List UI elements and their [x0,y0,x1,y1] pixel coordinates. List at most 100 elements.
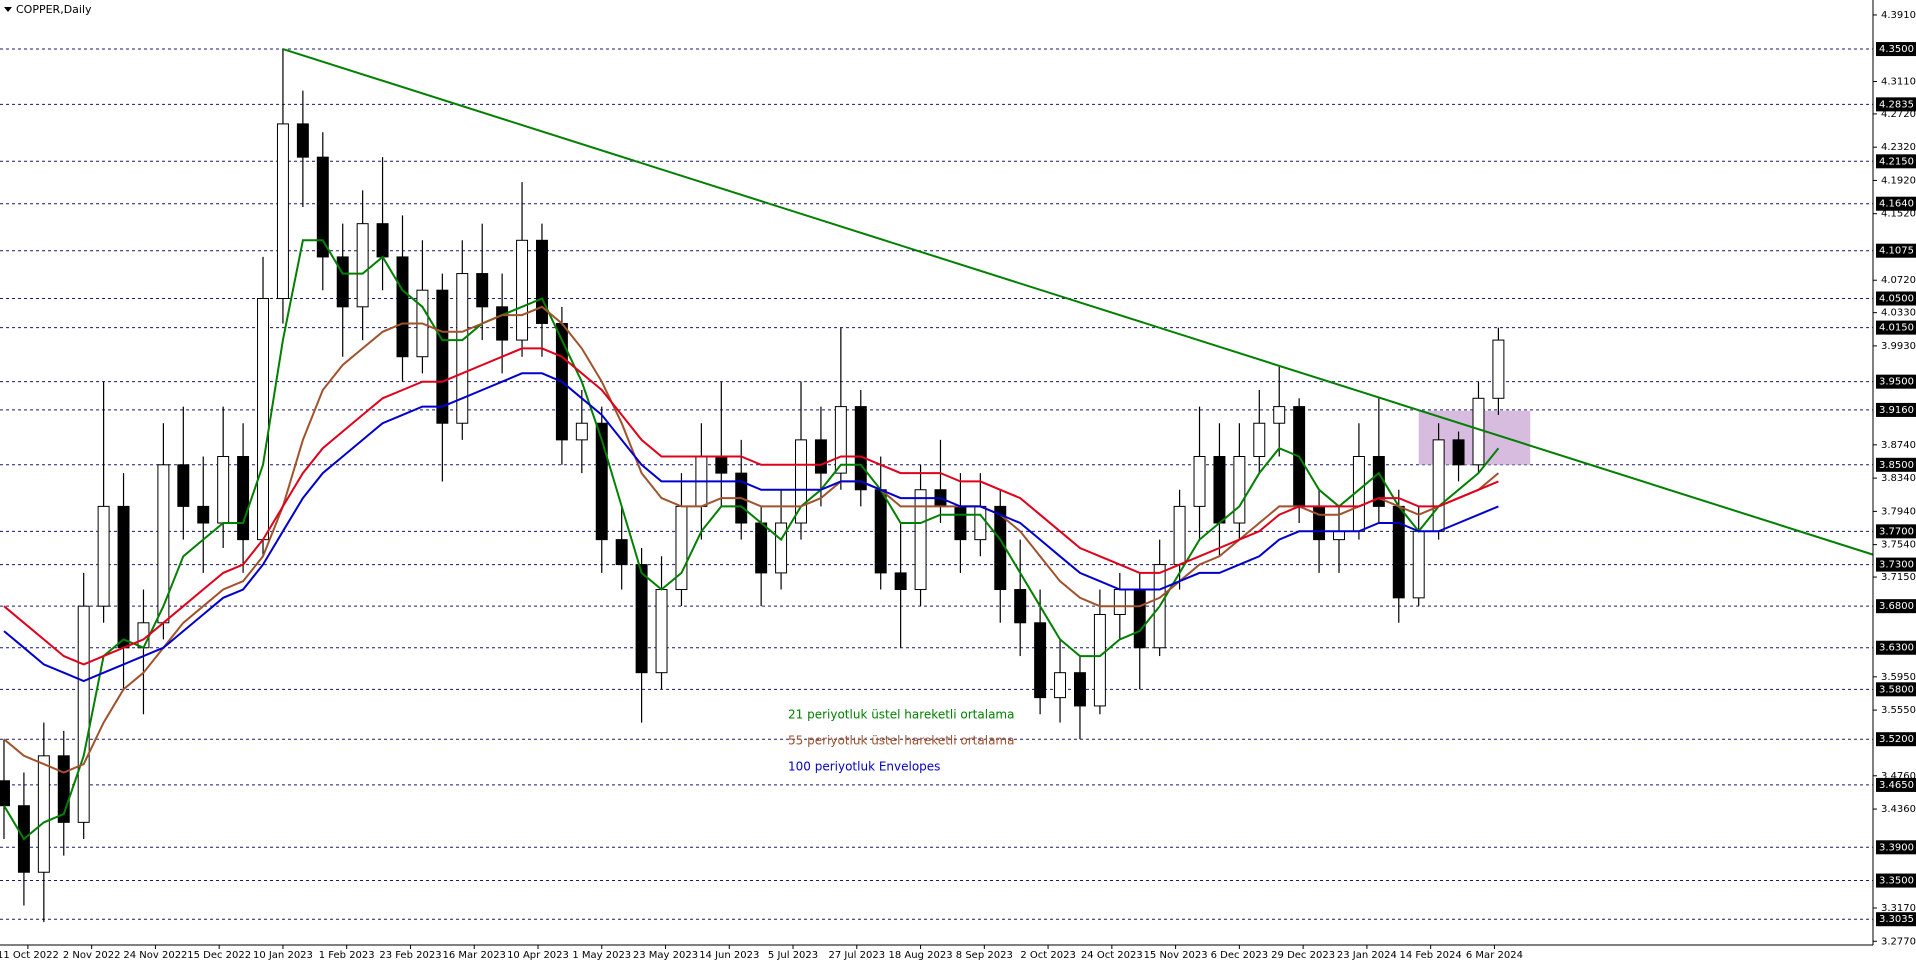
y-tick-label: 3.7150 [1881,572,1916,583]
level-label: 3.5800 [1879,684,1914,695]
candle-body [535,239,548,324]
x-tick-label: 23 Jan 2024 [1337,950,1397,961]
level-label: 3.7300 [1879,560,1914,571]
candle-body [197,505,210,524]
candle-body [1492,339,1505,399]
y-tick-label: 3.7540 [1881,540,1916,551]
candle-body [37,755,50,873]
legend-entry: 21 periyotluk üstel hareketli ortalama [788,708,1014,722]
level-box [1876,524,1916,539]
x-tick-label: 10 Apr 2023 [507,950,569,961]
candle-body [1073,672,1086,707]
level-box [1876,732,1916,747]
candle-body [1193,455,1206,507]
x-tick-label: 16 Mar 2023 [443,950,506,961]
level-label: 3.7700 [1879,526,1914,537]
x-tick-label: 23 Feb 2023 [379,950,441,961]
candle-body [1173,505,1186,566]
x-tick-label: 6 Dec 2023 [1211,950,1269,961]
candle-body [874,489,887,574]
candle-body [117,505,130,649]
candle-body [436,289,449,424]
x-tick-label: 5 Jul 2023 [768,950,818,961]
level-label: 4.0500 [1879,294,1914,305]
y-tick-label: 4.1520 [1881,209,1916,220]
candle-body [237,455,250,541]
y-tick-label: 4.3910 [1881,10,1916,21]
y-tick-label: 4.0720 [1881,275,1916,286]
candle-body [894,572,907,591]
candle-body [1034,622,1047,699]
candle-body [775,522,788,574]
x-tick-label: 1 Feb 2023 [319,950,375,961]
x-tick-label: 11 Oct 2022 [0,950,59,961]
level-label: 3.8500 [1879,460,1914,471]
candle-body [456,273,469,424]
candle-body [1213,455,1226,524]
y-tick-label: 3.2770 [1881,936,1916,947]
level-box [1876,640,1916,655]
x-tick-label: 29 Dec 2023 [1271,950,1335,961]
candle-body [1113,589,1126,615]
y-tick-label: 4.2720 [1881,109,1916,120]
candle-body [1133,589,1146,649]
legend-entry: 100 periyotluk Envelopes [788,760,940,774]
x-tick-label: 14 Feb 2024 [1400,950,1462,961]
x-tick-label: 8 Sep 2023 [956,950,1013,961]
candle-body [1093,613,1106,707]
level-box [1876,457,1916,472]
candle-body [655,589,668,674]
x-tick-label: 10 Jan 2023 [253,950,313,961]
candle-body [396,256,409,358]
y-tick-label: 3.9930 [1881,341,1916,352]
y-tick-label: 3.7940 [1881,506,1916,517]
candle-body [954,505,967,541]
y-tick-label: 3.5550 [1881,705,1916,716]
x-tick-label: 14 Jun 2023 [699,950,759,961]
candle-body [1014,589,1027,624]
candle-body [296,123,309,158]
x-tick-label: 2 Nov 2022 [63,950,121,961]
level-label: 4.3500 [1879,44,1914,55]
candle-body [1253,422,1266,457]
x-tick-label: 1 May 2023 [572,950,631,961]
level-box [1876,154,1916,169]
candle-body [974,505,987,541]
candle-body [834,406,847,474]
level-box [1876,42,1916,57]
x-tick-label: 27 Jul 2023 [828,950,885,961]
level-box [1876,682,1916,697]
candle-body [0,780,10,807]
level-box [1876,320,1916,335]
candle-body [1452,439,1465,466]
level-box [1876,912,1916,927]
candle-body [1233,455,1246,524]
x-tick-label: 6 Mar 2024 [1466,950,1523,961]
candle-body [376,223,389,258]
candle-body [496,306,509,341]
candle-body [755,522,768,574]
candle-body [715,455,728,474]
level-label: 3.6800 [1879,601,1914,612]
x-tick-label: 18 Aug 2023 [889,950,953,961]
candle-body [595,422,608,541]
x-tick-label: 24 Nov 2022 [123,950,187,961]
candle-body [177,464,190,507]
candle-body [575,422,588,441]
y-tick-label: 3.8340 [1881,473,1916,484]
level-label: 4.2835 [1879,99,1914,110]
envelope-upper [3,347,1499,666]
x-tick-label: 2 Oct 2023 [1020,950,1075,961]
level-box [1876,196,1916,211]
candle-body [914,489,927,591]
level-box [1876,557,1916,572]
candle-body [97,505,110,607]
candle-body [77,605,90,823]
candle-body [356,223,369,308]
candle-body [1472,397,1485,466]
candle-body [516,239,529,341]
trendline [282,48,1874,556]
candle-body [1392,505,1405,599]
level-box [1876,97,1916,112]
y-tick-label: 3.8740 [1881,440,1916,451]
